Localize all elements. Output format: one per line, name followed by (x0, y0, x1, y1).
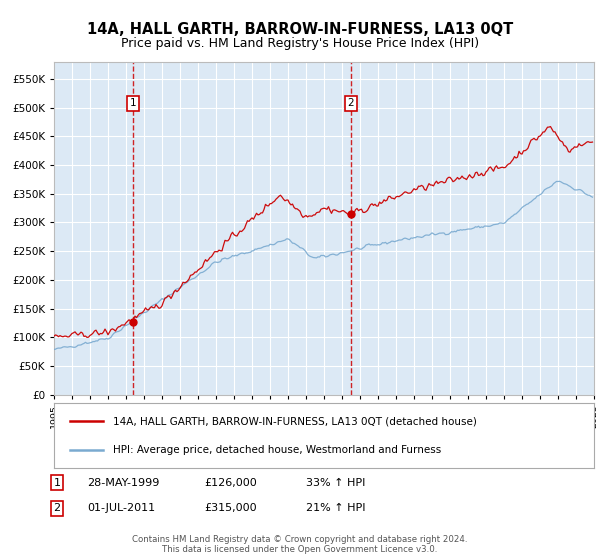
Text: Price paid vs. HM Land Registry's House Price Index (HPI): Price paid vs. HM Land Registry's House … (121, 37, 479, 50)
Text: 2: 2 (347, 98, 355, 108)
Text: £126,000: £126,000 (204, 478, 257, 488)
Text: 14A, HALL GARTH, BARROW-IN-FURNESS, LA13 0QT: 14A, HALL GARTH, BARROW-IN-FURNESS, LA13… (87, 22, 513, 38)
Text: 14A, HALL GARTH, BARROW-IN-FURNESS, LA13 0QT (detached house): 14A, HALL GARTH, BARROW-IN-FURNESS, LA13… (113, 416, 477, 426)
Text: 28-MAY-1999: 28-MAY-1999 (87, 478, 160, 488)
Text: 1: 1 (53, 478, 61, 488)
Text: 21% ↑ HPI: 21% ↑ HPI (306, 503, 365, 514)
Text: £315,000: £315,000 (204, 503, 257, 514)
Text: HPI: Average price, detached house, Westmorland and Furness: HPI: Average price, detached house, West… (113, 445, 442, 455)
Text: 33% ↑ HPI: 33% ↑ HPI (306, 478, 365, 488)
Text: Contains HM Land Registry data © Crown copyright and database right 2024.
This d: Contains HM Land Registry data © Crown c… (132, 535, 468, 554)
Text: 2: 2 (53, 503, 61, 514)
Text: 01-JUL-2011: 01-JUL-2011 (87, 503, 155, 514)
Text: 1: 1 (130, 98, 137, 108)
